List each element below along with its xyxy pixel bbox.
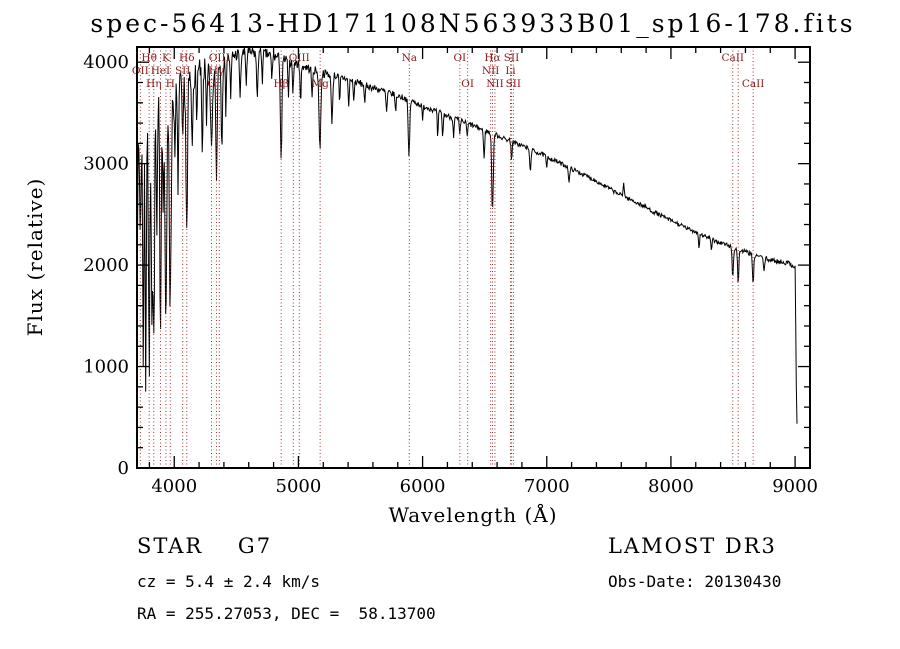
spectral-marker-label: K [162, 52, 170, 64]
ra-dec-text: RA = 255.27053, DEC = 58.13700 [137, 604, 436, 623]
x-tick-label: 6000 [400, 476, 446, 497]
y-tick-label: 4000 [83, 52, 129, 73]
spectral-marker-label: G [207, 78, 215, 90]
spectral-marker-label: H [166, 78, 175, 90]
spectral-marker-label: Li [505, 65, 516, 77]
y-tick-label: 1000 [83, 357, 129, 378]
x-tick-label: 5000 [276, 476, 322, 497]
spectral-marker-label: OI [453, 52, 466, 64]
spectral-marker-label: NII [482, 65, 499, 77]
spectral-marker-label: Hα [484, 52, 500, 64]
spectral-marker-label: Hη [146, 78, 161, 90]
x-tick-label: 9000 [772, 476, 818, 497]
spectral-marker-label: Hγ [209, 65, 224, 77]
x-tick-label: 7000 [524, 476, 570, 497]
x-tick-label: 4000 [151, 476, 197, 497]
y-tick-label: 0 [118, 458, 129, 479]
spectral-marker-label: OIII [289, 52, 310, 64]
x-axis-label: Wavelength (Å) [388, 503, 558, 527]
plot-frame [136, 46, 811, 469]
spectral-marker-label: NII [486, 78, 503, 90]
plot-title: spec-56413-HD171108N563933B01_sp16-178.f… [90, 9, 856, 38]
obs-date-text: Obs-Date: 20130430 [608, 572, 782, 591]
spectral-marker-label: OII [132, 65, 149, 77]
spectral-marker-label: Hβ [274, 78, 289, 90]
y-tick-label: 2000 [83, 255, 129, 276]
object-class-text: STAR G7 [137, 534, 273, 558]
spectral-marker-label: Na [402, 52, 417, 64]
spectral-marker-label: OIII [209, 52, 230, 64]
spectral-marker-label: CaII [742, 78, 765, 90]
spectral-marker-label: CaII [721, 52, 744, 64]
spectral-marker-label: Mg [311, 78, 329, 90]
spectral-marker-label: HeI [151, 65, 171, 77]
x-tick-label: 8000 [648, 476, 694, 497]
spectral-marker-label: OI [461, 78, 474, 90]
spectral-marker-label: Hδ [179, 52, 194, 64]
spectral-marker-label: SII [504, 52, 520, 64]
spectrum-path [137, 47, 798, 424]
spectral-marker-label: SII [175, 65, 191, 77]
spectral-marker-label: SII [506, 78, 522, 90]
y-tick-label: 3000 [83, 154, 129, 175]
spectral-marker-label: Hθ [141, 52, 156, 64]
survey-release-text: LAMOST DR3 [608, 534, 777, 558]
redshift-velocity-text: cz = 5.4 ± 2.4 km/s [137, 572, 321, 591]
